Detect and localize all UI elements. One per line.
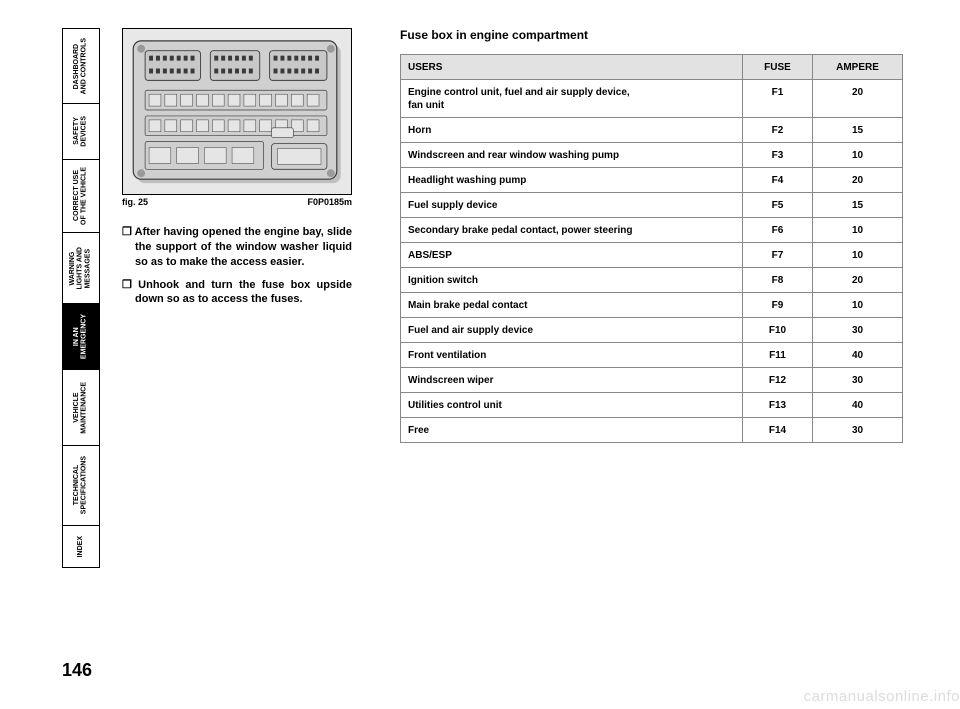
watermark: carmanualsonline.info — [804, 688, 960, 705]
col-users: USERS — [401, 55, 743, 80]
cell-ampere: 40 — [813, 343, 903, 368]
table-row: Engine control unit, fuel and air supply… — [401, 80, 903, 118]
table-row: FreeF1430 — [401, 418, 903, 443]
cell-users: Windscreen wiper — [401, 368, 743, 393]
table-row: Front ventilationF1140 — [401, 343, 903, 368]
section-tab: INDEX — [62, 526, 100, 568]
cell-fuse: F8 — [743, 268, 813, 293]
section-tab: TECHNICAL SPECIFICATIONS — [62, 446, 100, 526]
cell-users: Front ventilation — [401, 343, 743, 368]
table-row: Ignition switchF820 — [401, 268, 903, 293]
table-row: ABS/ESPF710 — [401, 243, 903, 268]
cell-ampere: 20 — [813, 80, 903, 118]
section-tab: VEHICLE MAINTENANCE — [62, 370, 100, 446]
cell-fuse: F6 — [743, 218, 813, 243]
cell-fuse: F3 — [743, 143, 813, 168]
section-tab-label: SAFETY DEVICES — [73, 112, 88, 151]
cell-fuse: F4 — [743, 168, 813, 193]
section-tab-label: DASHBOARD AND CONTROLS — [73, 34, 88, 98]
table-row: Fuel and air supply deviceF1030 — [401, 318, 903, 343]
figure-label: fig. 25 — [122, 197, 148, 207]
cell-fuse: F1 — [743, 80, 813, 118]
section-tab-label: WARNING LIGHTS AND MESSAGES — [69, 243, 92, 294]
cell-fuse: F12 — [743, 368, 813, 393]
section-tab: DASHBOARD AND CONTROLS — [62, 28, 100, 104]
table-row: Utilities control unitF1340 — [401, 393, 903, 418]
page-number: 146 — [62, 660, 92, 681]
table-row: Windscreen wiperF1230 — [401, 368, 903, 393]
table-row: HornF215 — [401, 118, 903, 143]
cell-fuse: F2 — [743, 118, 813, 143]
col-ampere: AMPERE — [813, 55, 903, 80]
cell-ampere: 15 — [813, 118, 903, 143]
cell-fuse: F10 — [743, 318, 813, 343]
cell-users: Free — [401, 418, 743, 443]
section-tab-label: VEHICLE MAINTENANCE — [73, 378, 88, 438]
table-row: Headlight washing pumpF420 — [401, 168, 903, 193]
cell-users: Headlight washing pump — [401, 168, 743, 193]
section-tab-label: CORRECT USE OF THE VEHICLE — [73, 163, 88, 229]
section-tab: SAFETY DEVICES — [62, 104, 100, 160]
section-tab: IN AN EMERGENCY — [62, 304, 100, 370]
cell-users: Secondary brake pedal contact, power ste… — [401, 218, 743, 243]
instruction-item: Unhook and turn the fuse box upside down… — [122, 278, 352, 308]
table-row: Windscreen and rear window washing pumpF… — [401, 143, 903, 168]
section-tab-label: TECHNICAL SPECIFICATIONS — [73, 452, 88, 518]
instruction-item: After having opened the engine bay, slid… — [122, 225, 352, 270]
col-fuse: FUSE — [743, 55, 813, 80]
section-tab-label: IN AN EMERGENCY — [73, 310, 88, 363]
cell-fuse: F14 — [743, 418, 813, 443]
fuse-box-diagram — [122, 28, 352, 195]
table-row: Main brake pedal contactF910 — [401, 293, 903, 318]
fuse-table-title: Fuse box in engine compartment — [400, 28, 588, 42]
figure: fig. 25 F0P0185m — [122, 28, 352, 207]
cell-fuse: F9 — [743, 293, 813, 318]
cell-ampere: 30 — [813, 368, 903, 393]
cell-ampere: 40 — [813, 393, 903, 418]
cell-users: Fuel and air supply device — [401, 318, 743, 343]
section-tab: WARNING LIGHTS AND MESSAGES — [62, 233, 100, 304]
cell-users: Windscreen and rear window washing pump — [401, 143, 743, 168]
table-row: Secondary brake pedal contact, power ste… — [401, 218, 903, 243]
section-tab-label: INDEX — [77, 532, 85, 561]
instructions-list: After having opened the engine bay, slid… — [122, 225, 352, 315]
cell-fuse: F5 — [743, 193, 813, 218]
cell-users: Main brake pedal contact — [401, 293, 743, 318]
fuse-table: USERS FUSE AMPERE Engine control unit, f… — [400, 54, 903, 443]
cell-ampere: 15 — [813, 193, 903, 218]
table-row: Fuel supply deviceF515 — [401, 193, 903, 218]
cell-ampere: 30 — [813, 318, 903, 343]
cell-ampere: 30 — [813, 418, 903, 443]
cell-ampere: 10 — [813, 218, 903, 243]
cell-users: Engine control unit, fuel and air supply… — [401, 80, 743, 118]
cell-users: Horn — [401, 118, 743, 143]
cell-users: ABS/ESP — [401, 243, 743, 268]
section-tabs: DASHBOARD AND CONTROLS SAFETY DEVICES CORR… — [62, 28, 100, 568]
cell-ampere: 10 — [813, 143, 903, 168]
figure-code: F0P0185m — [307, 197, 352, 207]
cell-users: Fuel supply device — [401, 193, 743, 218]
section-tab: CORRECT USE OF THE VEHICLE — [62, 160, 100, 233]
cell-ampere: 20 — [813, 168, 903, 193]
cell-users: Ignition switch — [401, 268, 743, 293]
cell-fuse: F11 — [743, 343, 813, 368]
cell-ampere: 20 — [813, 268, 903, 293]
cell-ampere: 10 — [813, 243, 903, 268]
cell-fuse: F7 — [743, 243, 813, 268]
cell-ampere: 10 — [813, 293, 903, 318]
cell-fuse: F13 — [743, 393, 813, 418]
cell-users: Utilities control unit — [401, 393, 743, 418]
manual-page: DASHBOARD AND CONTROLS SAFETY DEVICES CORR… — [0, 0, 960, 709]
